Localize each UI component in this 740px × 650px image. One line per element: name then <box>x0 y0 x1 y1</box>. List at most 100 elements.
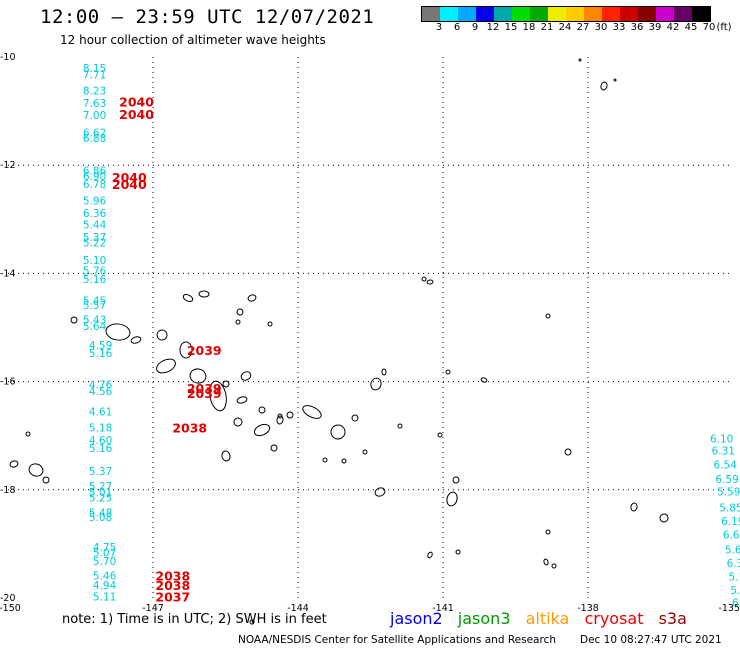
page-subtitle: 12 hour collection of altimeter wave hei… <box>60 33 326 47</box>
pass-time-labels: 2040204020402040203920392039203820382038… <box>112 94 222 604</box>
wave-height-label: 5.44 <box>83 220 107 232</box>
wave-height-label: 7.00 <box>83 110 106 122</box>
wave-height-label: 5.85 <box>719 503 740 515</box>
lon-tick-label: -141 <box>432 603 454 614</box>
colorbar-swatch <box>530 7 548 21</box>
colorbar-swatch <box>566 7 584 21</box>
wave-height-label: 5.10 <box>83 255 106 267</box>
colorbar-swatch <box>620 7 638 21</box>
wave-height-label: 5.08 <box>89 512 112 524</box>
legend-altika: altika <box>525 609 570 628</box>
island-outline <box>182 294 194 302</box>
colorbar-label: 33 <box>612 22 626 33</box>
island-outline <box>236 308 244 316</box>
wave-height-label: 5.22 <box>83 238 106 250</box>
map-axis-ticks: -10 -12 -14 -16 -18 -20-150 -147 -144 -141 -138 -1… <box>0 52 740 614</box>
wave-height-label: 5.11 <box>93 591 116 603</box>
island-outline <box>277 413 283 419</box>
island-outline <box>437 432 443 438</box>
colorbar-label: 6 <box>453 22 461 33</box>
island-outline <box>600 81 608 91</box>
wave-height-label: 6.59 <box>715 474 738 486</box>
colorbar-swatch <box>638 7 656 21</box>
island-outline <box>374 487 386 497</box>
island-outline <box>240 371 252 381</box>
lat-tick-label: -12 <box>0 160 16 171</box>
island-outline <box>322 457 328 463</box>
wave-height-label: 5.64 <box>83 321 107 333</box>
wave-height-label: 6.33 <box>727 558 740 570</box>
wave-height-label: 5.46 <box>93 570 117 582</box>
wave-height-label: 4.75 <box>93 542 116 554</box>
colorbar-label: 45 <box>684 22 698 33</box>
wave-height-label: 6.36 <box>83 208 107 220</box>
wave-height-label: 5.10 <box>728 571 740 583</box>
island-outline <box>130 336 142 344</box>
legend-s3a: s3a <box>658 609 687 628</box>
wave-height-label: 7.63 <box>83 98 106 110</box>
island-outline <box>370 377 382 391</box>
wave-height-label: 5.43 <box>83 314 106 326</box>
island-outline <box>613 78 617 82</box>
lon-tick-label: -144 <box>287 603 309 614</box>
pass-time-label: 2040 <box>112 177 147 192</box>
island-outline <box>578 58 582 62</box>
wave-height-label: 6.22 <box>732 597 740 609</box>
island-outline <box>247 294 257 302</box>
island-outline <box>564 448 572 456</box>
lat-tick-label: -16 <box>0 377 16 388</box>
colorbar-label: 39 <box>648 22 662 33</box>
wave-height-label: 5.18 <box>89 423 112 435</box>
altimeter-track-west: 8.157.71 8.237.637.00 6.626.88 6.866.906.78… <box>83 63 117 604</box>
island-outline <box>198 290 210 298</box>
lon-tick-label: -135 <box>718 603 740 614</box>
colorbar-swatch <box>548 7 566 21</box>
wave-height-label: 8.15 <box>83 63 106 75</box>
colorbar-label: 30 <box>594 22 608 33</box>
lon-tick-label: -150 <box>0 603 21 614</box>
legend-cryosat: cryosat <box>584 609 644 628</box>
wave-height-label: 6.88 <box>83 133 106 145</box>
colorbar-swatch <box>512 7 530 21</box>
colorbar-label: 21 <box>540 22 554 33</box>
wave-height-label: 5.25 <box>89 492 112 504</box>
colorbar-label: 24 <box>558 22 572 33</box>
legend-jason2: jason2 <box>390 609 443 628</box>
island-outline <box>28 463 44 477</box>
altimeter-track-east: 6.106.31 6.54 6.595.59 5.856.19 6.67 5.66 6.33… <box>710 433 740 609</box>
island-outline <box>551 563 557 569</box>
pass-time-label: 2039 <box>187 386 222 401</box>
island-outline <box>235 319 241 325</box>
lat-tick-label: -20 <box>0 593 16 604</box>
wave-height-label: 5.37 <box>89 466 112 478</box>
island-outline <box>426 279 434 285</box>
pass-time-label: 2038 <box>172 421 207 436</box>
lat-tick-label: -18 <box>0 485 16 496</box>
colorbar-label: 18 <box>522 22 536 33</box>
lon-tick-label: -138 <box>577 603 599 614</box>
colorbar-label: 3 <box>435 22 443 33</box>
wave-height-label: 4.56 <box>89 386 113 398</box>
wave-height-label: 5.70 <box>93 556 116 568</box>
map-grid <box>8 57 733 598</box>
colorbar-swatch <box>584 7 602 21</box>
wave-height-label: 6.19 <box>721 516 740 528</box>
colorbar-label: 12 <box>486 22 500 33</box>
island-outline <box>545 313 551 319</box>
wave-height-label: 5.16 <box>89 443 113 455</box>
island-outline <box>267 321 273 327</box>
pass-time-label: 2040 <box>112 170 147 185</box>
island-outline <box>341 458 347 464</box>
wave-height-label: 4.60 <box>89 435 112 447</box>
colorbar-swatch <box>656 7 674 21</box>
pass-time-label: 2040 <box>119 107 154 122</box>
island-outlines <box>9 58 669 625</box>
island-outline <box>270 444 278 452</box>
colorbar-swatch <box>602 7 620 21</box>
pass-time-label: 2039 <box>187 343 222 358</box>
island-outline <box>446 491 458 507</box>
colorbar-label: 36 <box>630 22 644 33</box>
island-outline <box>351 414 359 422</box>
credit-text: NOAA/NESDIS Center for Satellite Applica… <box>238 634 556 646</box>
wave-height-label: 5.96 <box>83 195 107 207</box>
